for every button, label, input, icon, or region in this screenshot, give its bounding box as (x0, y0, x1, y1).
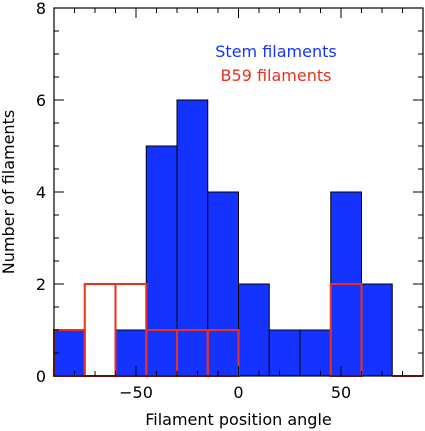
legend-b59-filaments: B59 filaments (221, 66, 332, 85)
y-tick-label: 6 (36, 91, 46, 110)
b59-bar (83, 283, 117, 377)
x-tick-label: −50 (119, 383, 153, 402)
y-tick-label: 0 (36, 367, 46, 386)
stem-bar (145, 145, 178, 377)
stem-bar (207, 191, 239, 377)
stem-bar (115, 329, 147, 377)
y-axis-label: Number of filaments (0, 110, 18, 274)
stem-bar (361, 283, 393, 377)
y-tick-label: 4 (36, 183, 46, 202)
stem-bar (176, 99, 209, 377)
x-tick-label: 0 (233, 383, 243, 402)
tick-labels-group: −50 0 50 0 2 4 6 8 (36, 0, 351, 402)
legend-stem-filaments: Stem filaments (215, 42, 336, 61)
x-axis-label: Filament position angle (145, 410, 332, 429)
x-tick-label: 50 (331, 383, 351, 402)
stem-bar (299, 329, 332, 377)
y-tick-label: 8 (36, 0, 46, 18)
stem-bar (268, 329, 301, 377)
stem-bar (238, 283, 270, 377)
ticks-group (53, 7, 424, 377)
y-tick-label: 2 (36, 275, 46, 294)
stem-bars-group (53, 99, 393, 377)
